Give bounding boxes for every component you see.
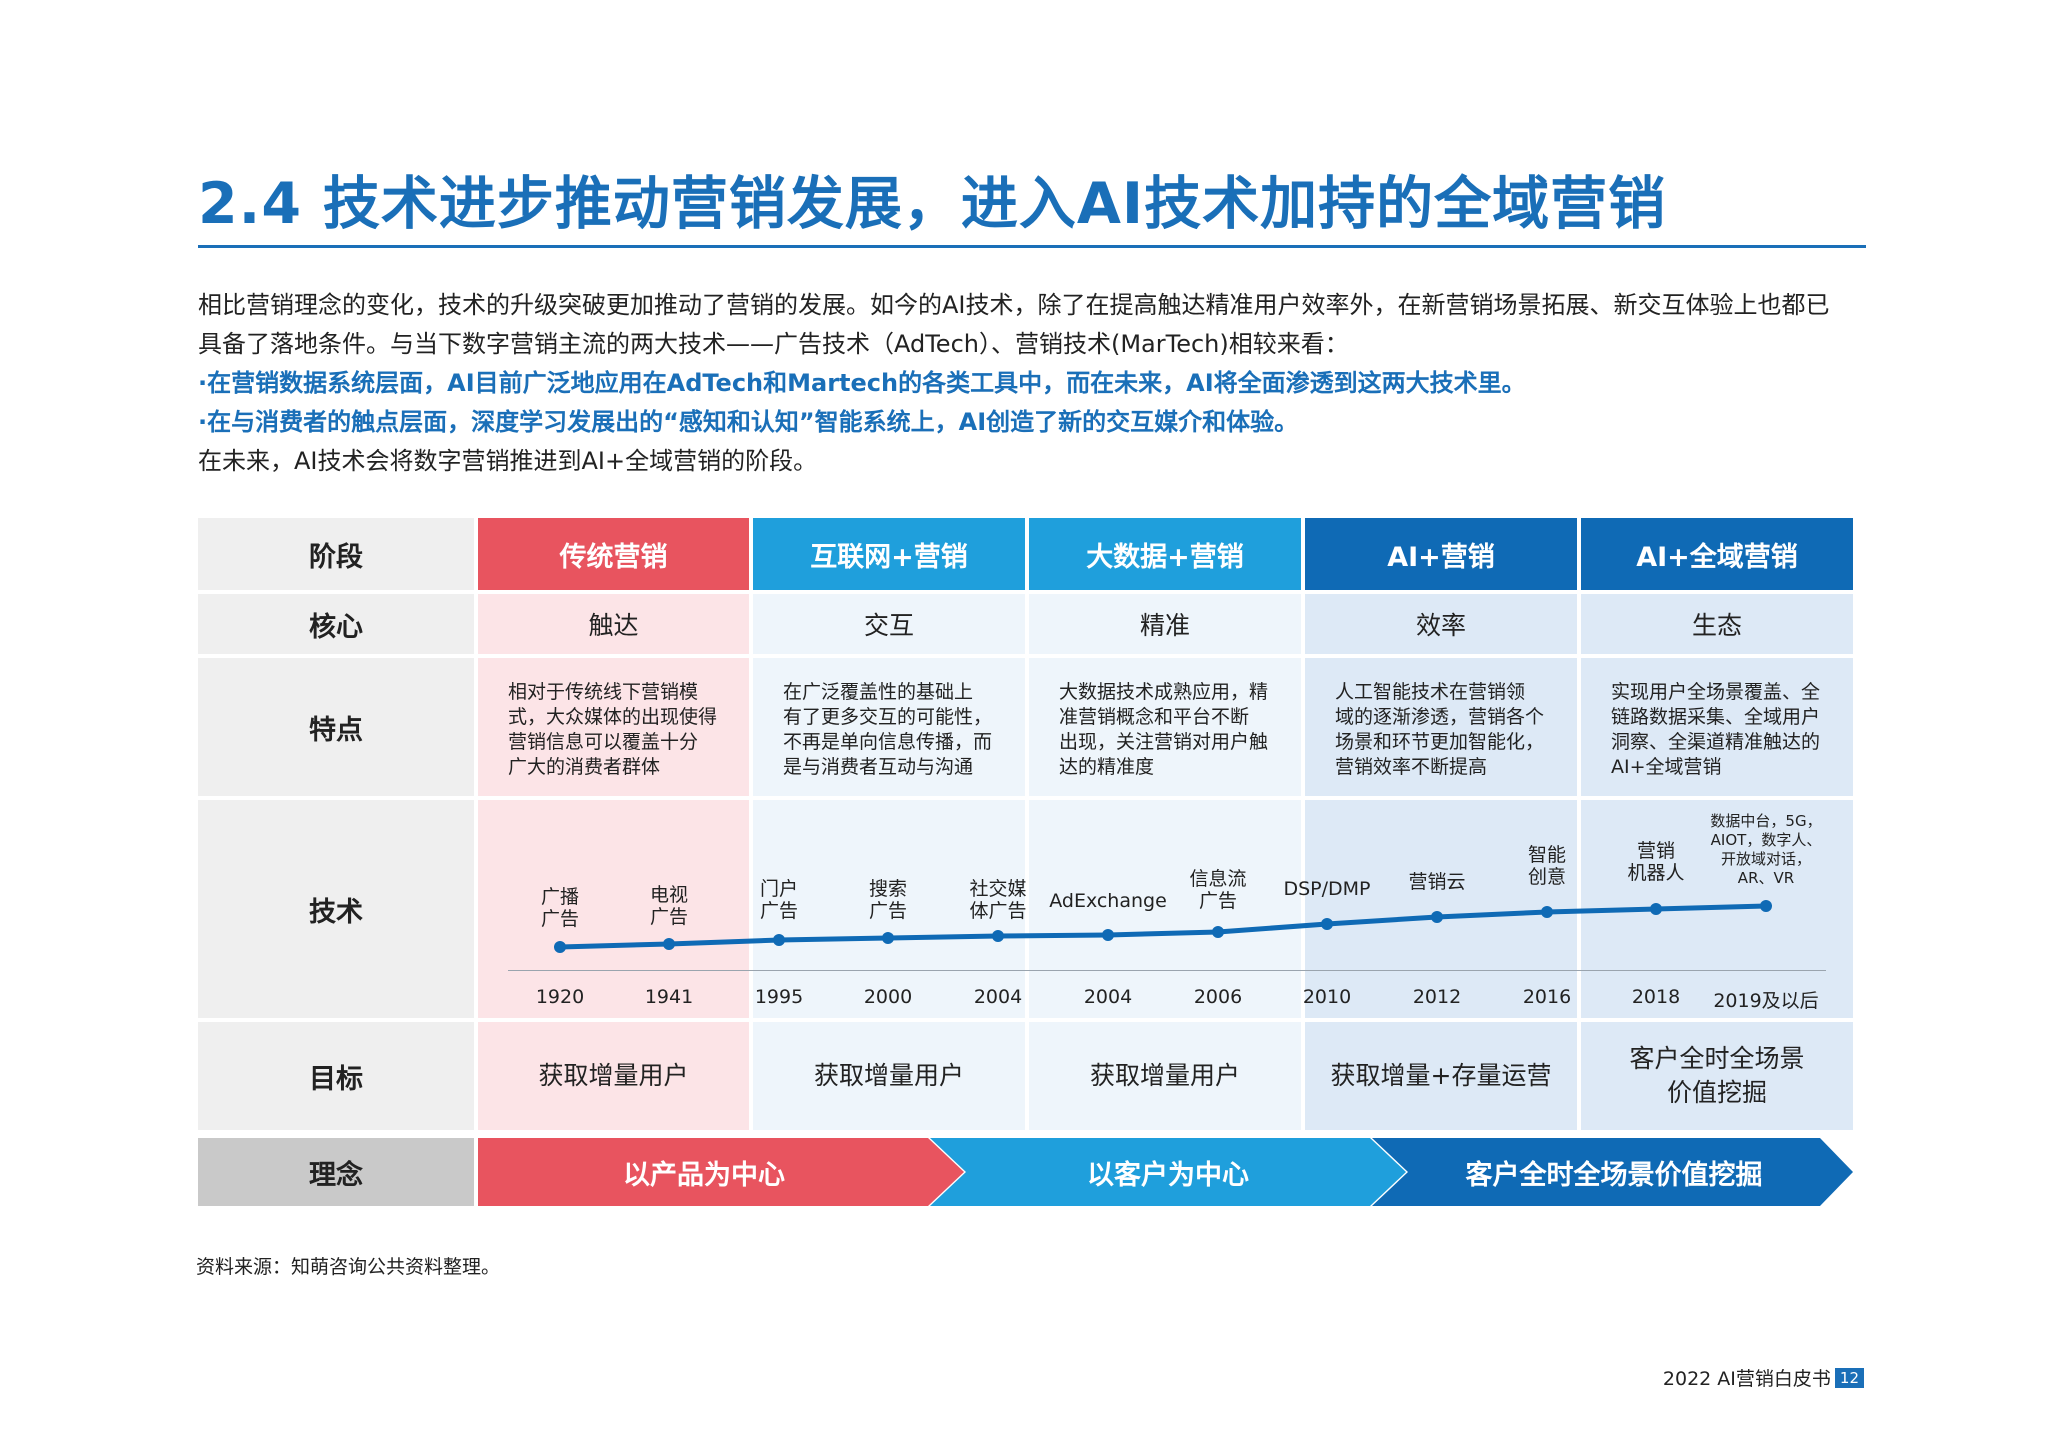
timeline-year: 2004 (973, 986, 1023, 1008)
timeline-year: 2000 (863, 986, 913, 1008)
timeline-tech-label: 广播 广告 (540, 886, 580, 930)
page-number: 12 (1834, 1367, 1864, 1388)
features-ai: 人工智能技术在营销领 域的逐渐渗透，营销各个 场景和环节更加智能化， 营销效率不断提高 (1305, 658, 1577, 796)
page-footer: 2022 AI营销白皮书 12 (1663, 1364, 1864, 1391)
stage-header-ai-omni: AI+全域营销 (1581, 518, 1853, 590)
intro-line-1: 相比营销理念的变化，技术的升级突破更加推动了营销的发展。如今的AI技术，除了在提… (198, 291, 1830, 319)
core-traditional: 触达 (478, 594, 749, 654)
goal-bigdata: 获取增量用户 (1029, 1022, 1301, 1130)
timeline-axis (508, 970, 1826, 971)
timeline-tech-label: 信息流 广告 (1189, 868, 1247, 912)
timeline-year: 2016 (1522, 986, 1572, 1008)
features-traditional: 相对于传统线下营销模 式，大众媒体的出现使得 营销信息可以覆盖十分 广大的消费者群体 (478, 658, 749, 796)
row-label-goal: 目标 (198, 1022, 474, 1130)
timeline-tech-label: AdExchange (1049, 890, 1167, 912)
timeline-tech-label: 营销云 (1408, 871, 1466, 893)
goal-ai-omni: 客户全时全场景 价值挖掘 (1581, 1022, 1853, 1130)
page-title: 2.4 技术进步推动营销发展，进入AI技术加持的全域营销 (198, 171, 1667, 237)
timeline-year: 2004 (1083, 986, 1133, 1008)
timeline-year: 1920 (535, 986, 585, 1008)
stage-header-traditional: 传统营销 (478, 518, 749, 590)
features-internet: 在广泛覆盖性的基础上 有了更多交互的可能性， 不再是单向信息传播，而 是与消费者互动与… (753, 658, 1025, 796)
stage-header-ai: AI+营销 (1305, 518, 1577, 590)
stage-header-internet: 互联网+营销 (753, 518, 1025, 590)
goal-traditional: 获取增量用户 (478, 1022, 749, 1130)
timeline-year: 2010 (1302, 986, 1352, 1008)
timeline-tech-label: DSP/DMP (1283, 878, 1371, 900)
row-label-tech: 技术 (198, 800, 474, 1018)
concept-product-label: 以产品为中心 (623, 1159, 785, 1191)
timeline-year: 1941 (644, 986, 694, 1008)
timeline-tech-label: 电视 广告 (649, 884, 689, 928)
goal-internet: 获取增量用户 (753, 1022, 1025, 1130)
row-label-core: 核心 (198, 594, 474, 654)
stage-header-bigdata: 大数据+营销 (1029, 518, 1301, 590)
timeline-year: 2018 (1631, 986, 1681, 1008)
core-ai-omni: 生态 (1581, 594, 1853, 654)
intro-bullet-1: ·在营销数据系统层面，AI目前广泛地应用在AdTech和Martech的各类工具… (198, 369, 1526, 397)
row-label-concept: 理念 (198, 1138, 474, 1206)
intro-bullet-2: ·在与消费者的触点层面，深度学习发展出的“感知和认知”智能系统上，AI创造了新的… (198, 408, 1299, 436)
concept-omni-label: 客户全时全场景价值挖掘 (1465, 1159, 1763, 1191)
core-bigdata: 精准 (1029, 594, 1301, 654)
timeline-tech-label: 营销 机器人 (1627, 840, 1685, 884)
title-divider (198, 245, 1866, 248)
intro-text: 相比营销理念的变化，技术的升级突破更加推动了营销的发展。如今的AI技术，除了在提… (198, 286, 1868, 481)
timeline-year: 2006 (1193, 986, 1243, 1008)
footer-book-title: 2022 AI营销白皮书 (1662, 1368, 1831, 1390)
source-note: 资料来源：知萌咨询公共资料整理。 (196, 1256, 501, 1278)
core-internet: 交互 (753, 594, 1025, 654)
timeline-year: 2012 (1412, 986, 1462, 1008)
row-label-features: 特点 (198, 658, 474, 796)
concept-customer-label: 以客户为中心 (1087, 1159, 1249, 1191)
goal-ai: 获取增量+存量运营 (1305, 1022, 1577, 1130)
intro-line-3: 在未来，AI技术会将数字营销推进到AI+全域营销的阶段。 (198, 447, 818, 475)
row-label-stage: 阶段 (198, 518, 474, 590)
timeline-year: 2019及以后 (1713, 990, 1819, 1012)
timeline-tech-label: 社交媒 体广告 (969, 878, 1027, 922)
timeline-tech-label: 数据中台，5G， AIOT，数字人、 开放域对话， AR、VR (1710, 812, 1822, 887)
timeline-tech-label: 搜索 广告 (868, 878, 908, 922)
core-ai: 效率 (1305, 594, 1577, 654)
timeline-year: 1995 (754, 986, 804, 1008)
timeline-tech-label: 门户 广告 (759, 878, 799, 922)
features-ai-omni: 实现用户全场景覆盖、全 链路数据采集、全域用户 洞察、全渠道精准触达的 AI+全域营销 (1581, 658, 1853, 796)
intro-line-2: 具备了落地条件。与当下数字营销主流的两大技术——广告技术（AdTech）、营销技… (198, 330, 1349, 358)
tech-bg-traditional (478, 800, 749, 1018)
timeline-tech-label: 智能 创意 (1527, 844, 1567, 888)
features-bigdata: 大数据技术成熟应用，精 准营销概念和平台不断 出现，关注营销对用户触 达的精准度 (1029, 658, 1301, 796)
